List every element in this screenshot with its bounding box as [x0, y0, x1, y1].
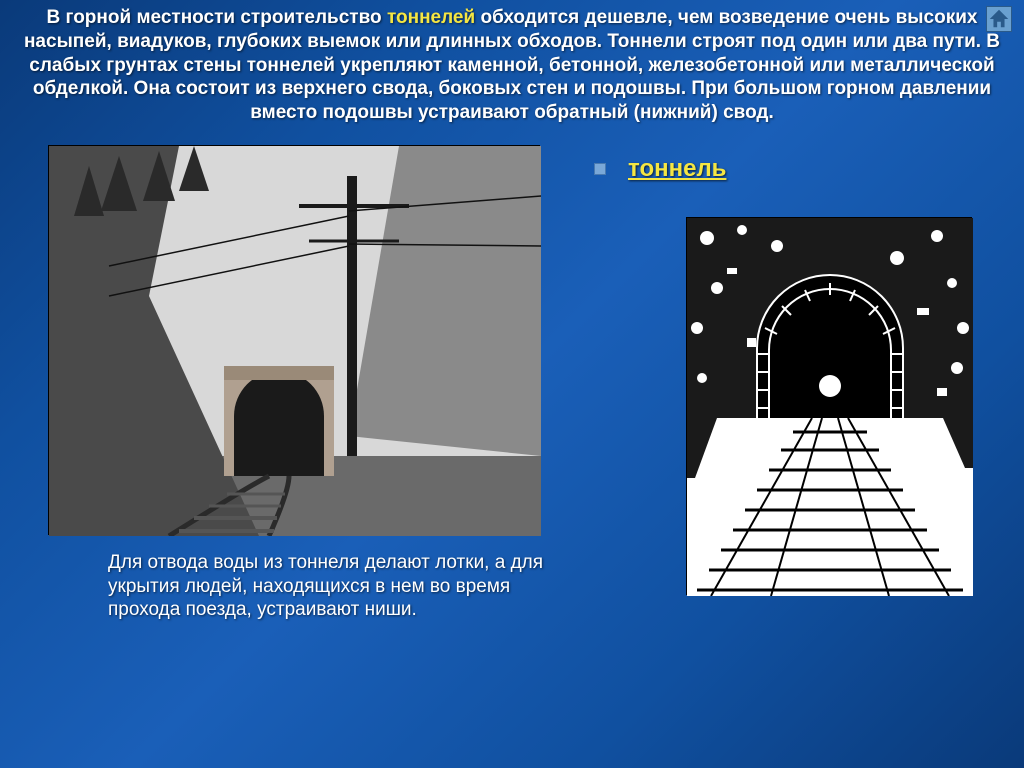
caption-text: Для отвода воды из тоннеля делают лотки,… [108, 551, 568, 622]
content-area: тоннель [0, 129, 1024, 669]
tunnel-drawing [686, 217, 972, 595]
title-pre: В горной местности строительство [47, 7, 387, 28]
bullet-label: тоннель [628, 155, 726, 183]
bullet-item: тоннель [594, 155, 726, 183]
bullet-square-icon [594, 163, 606, 175]
slide-title: В горной местности строительство тоннеле… [0, 0, 1024, 129]
home-button[interactable] [986, 6, 1012, 32]
tunnel-photo [48, 145, 540, 535]
title-highlight: тоннелей [387, 7, 475, 28]
